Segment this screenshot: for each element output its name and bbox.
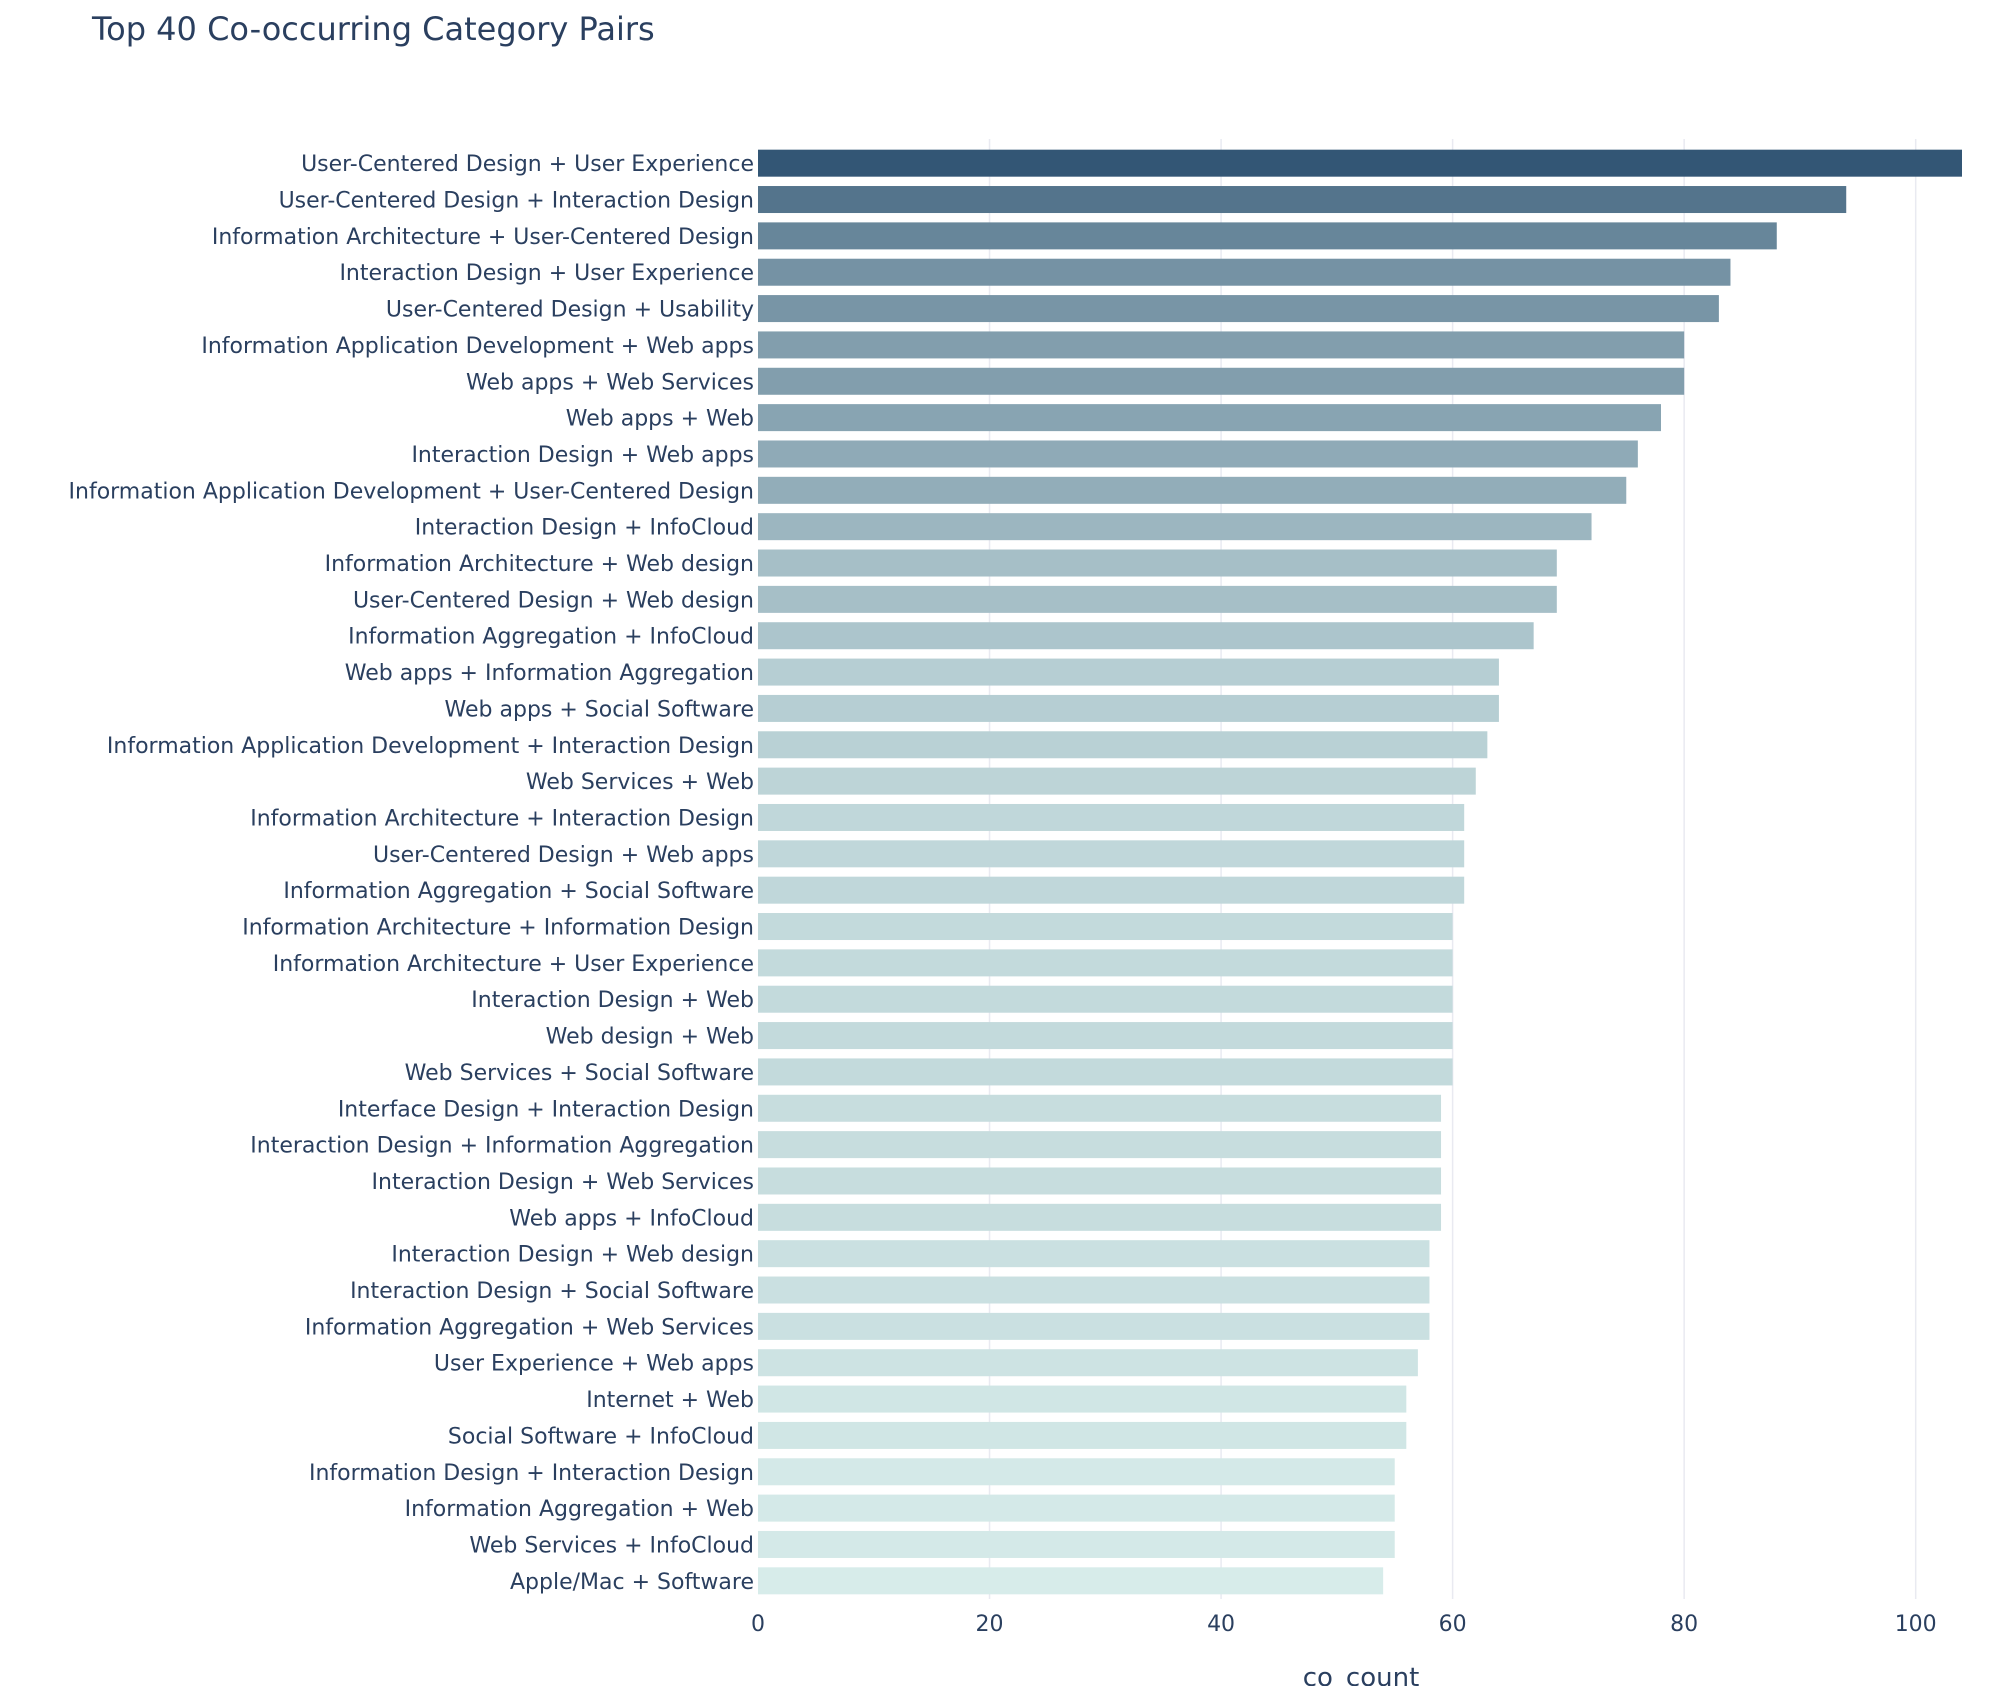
category-label: Internet + Web [586,1388,754,1413]
bar[interactable] [758,549,1557,577]
bar[interactable] [758,1530,1395,1558]
category-label: Interaction Design + Web apps [411,443,754,468]
chart-title: Top 40 Co-occurring Category Pairs [92,10,655,48]
bar[interactable] [758,1349,1418,1377]
bar[interactable] [758,803,1465,831]
category-label: Web Services + Social Software [405,1061,754,1086]
category-label: Interaction Design + User Experience [339,261,754,286]
category-label: Information Application Development + In… [107,734,754,759]
bar[interactable] [758,1567,1384,1595]
bar[interactable] [758,1458,1395,1486]
bar[interactable] [758,367,1685,395]
bar[interactable] [758,1494,1395,1522]
category-label: Web apps + Information Aggregation [345,661,754,686]
bar[interactable] [758,222,1777,250]
bar[interactable] [758,513,1592,541]
bar[interactable] [758,1312,1430,1340]
bar[interactable] [758,1240,1430,1268]
category-label: Web Services + InfoCloud [469,1533,754,1558]
bar[interactable] [758,1203,1442,1231]
bar[interactable] [758,149,1962,177]
bar[interactable] [758,985,1453,1013]
category-label: User-Centered Design + User Experience [301,152,754,177]
category-label: User-Centered Design + Usability [386,298,754,323]
category-label: Information Aggregation + Web Services [305,1315,754,1340]
category-label: Web Services + Web [526,770,754,795]
category-label: Interaction Design + Web Services [372,1170,754,1195]
category-label: Information Application Development + We… [201,334,754,359]
bar[interactable] [758,949,1453,977]
category-label: Interaction Design + Web [471,988,754,1013]
category-label: Web design + Web [546,1025,754,1050]
category-labels: User-Centered Design + User Experience Us… [69,152,754,1595]
bar[interactable] [758,1167,1442,1195]
category-label: Interaction Design + Web design [391,1243,754,1268]
bar[interactable] [758,585,1557,613]
bar[interactable] [758,840,1465,868]
bar[interactable] [758,295,1719,323]
bar[interactable] [758,1058,1453,1086]
category-label: Information Architecture + Web design [325,552,754,577]
category-label: Interface Design + Interaction Design [338,1097,754,1122]
category-label: Information Application Development + Us… [69,479,754,504]
category-label: Social Software + InfoCloud [448,1424,754,1449]
category-label: Information Architecture + Interaction D… [250,806,754,831]
category-label: Information Aggregation + Web [405,1497,754,1522]
bar[interactable] [758,186,1847,214]
category-label: User-Centered Design + Web apps [373,843,754,868]
category-label: Interaction Design + Information Aggrega… [250,1134,754,1159]
category-label: Apple/Mac + Software [510,1570,754,1595]
x-tick-labels: 0 20 40 60 80 100 [751,1612,1937,1637]
bar[interactable] [758,1421,1407,1449]
category-label: Web apps + Web Services [466,370,754,395]
bar[interactable] [758,331,1685,359]
category-label: Web apps + InfoCloud [509,1206,754,1231]
category-label: User Experience + Web apps [434,1352,754,1377]
bar[interactable] [758,1022,1453,1050]
bar[interactable] [758,694,1499,722]
x-tick-label: 80 [1670,1612,1698,1637]
category-label: Interaction Design + InfoCloud [415,516,754,541]
x-tick-label: 100 [1895,1612,1937,1637]
x-tick-label: 0 [751,1612,765,1637]
category-label: Information Aggregation + InfoCloud [348,625,754,650]
category-label: Information Architecture + User-Centered… [212,225,754,250]
category-label: Web apps + Web [566,407,754,432]
category-label: Information Architecture + Information D… [242,916,754,941]
bar[interactable] [758,258,1731,286]
bars [758,149,1962,1595]
category-label: User-Centered Design + Interaction Desig… [279,189,754,214]
bar[interactable] [758,731,1488,759]
bar[interactable] [758,658,1499,686]
x-tick-label: 40 [1207,1612,1235,1637]
bar[interactable] [758,404,1661,432]
bar[interactable] [758,440,1638,468]
category-label: Information Design + Interaction Design [309,1461,754,1486]
x-axis-title: co_count [1303,1663,1420,1686]
category-label: Web apps + Social Software [445,697,754,722]
category-label: Interaction Design + Social Software [350,1279,754,1304]
category-label: Information Architecture + User Experien… [273,952,754,977]
category-label: Information Aggregation + Social Softwar… [283,879,754,904]
bar[interactable] [758,913,1453,941]
bar[interactable] [758,876,1465,904]
bar[interactable] [758,1385,1407,1413]
x-tick-label: 60 [1439,1612,1467,1637]
category-label: User-Centered Design + Web design [353,588,754,613]
bar[interactable] [758,1276,1430,1304]
bar[interactable] [758,767,1476,795]
bar[interactable] [758,1094,1442,1122]
bar[interactable] [758,476,1627,504]
bar[interactable] [758,622,1534,650]
x-tick-label: 20 [976,1612,1004,1637]
bar[interactable] [758,1131,1442,1159]
